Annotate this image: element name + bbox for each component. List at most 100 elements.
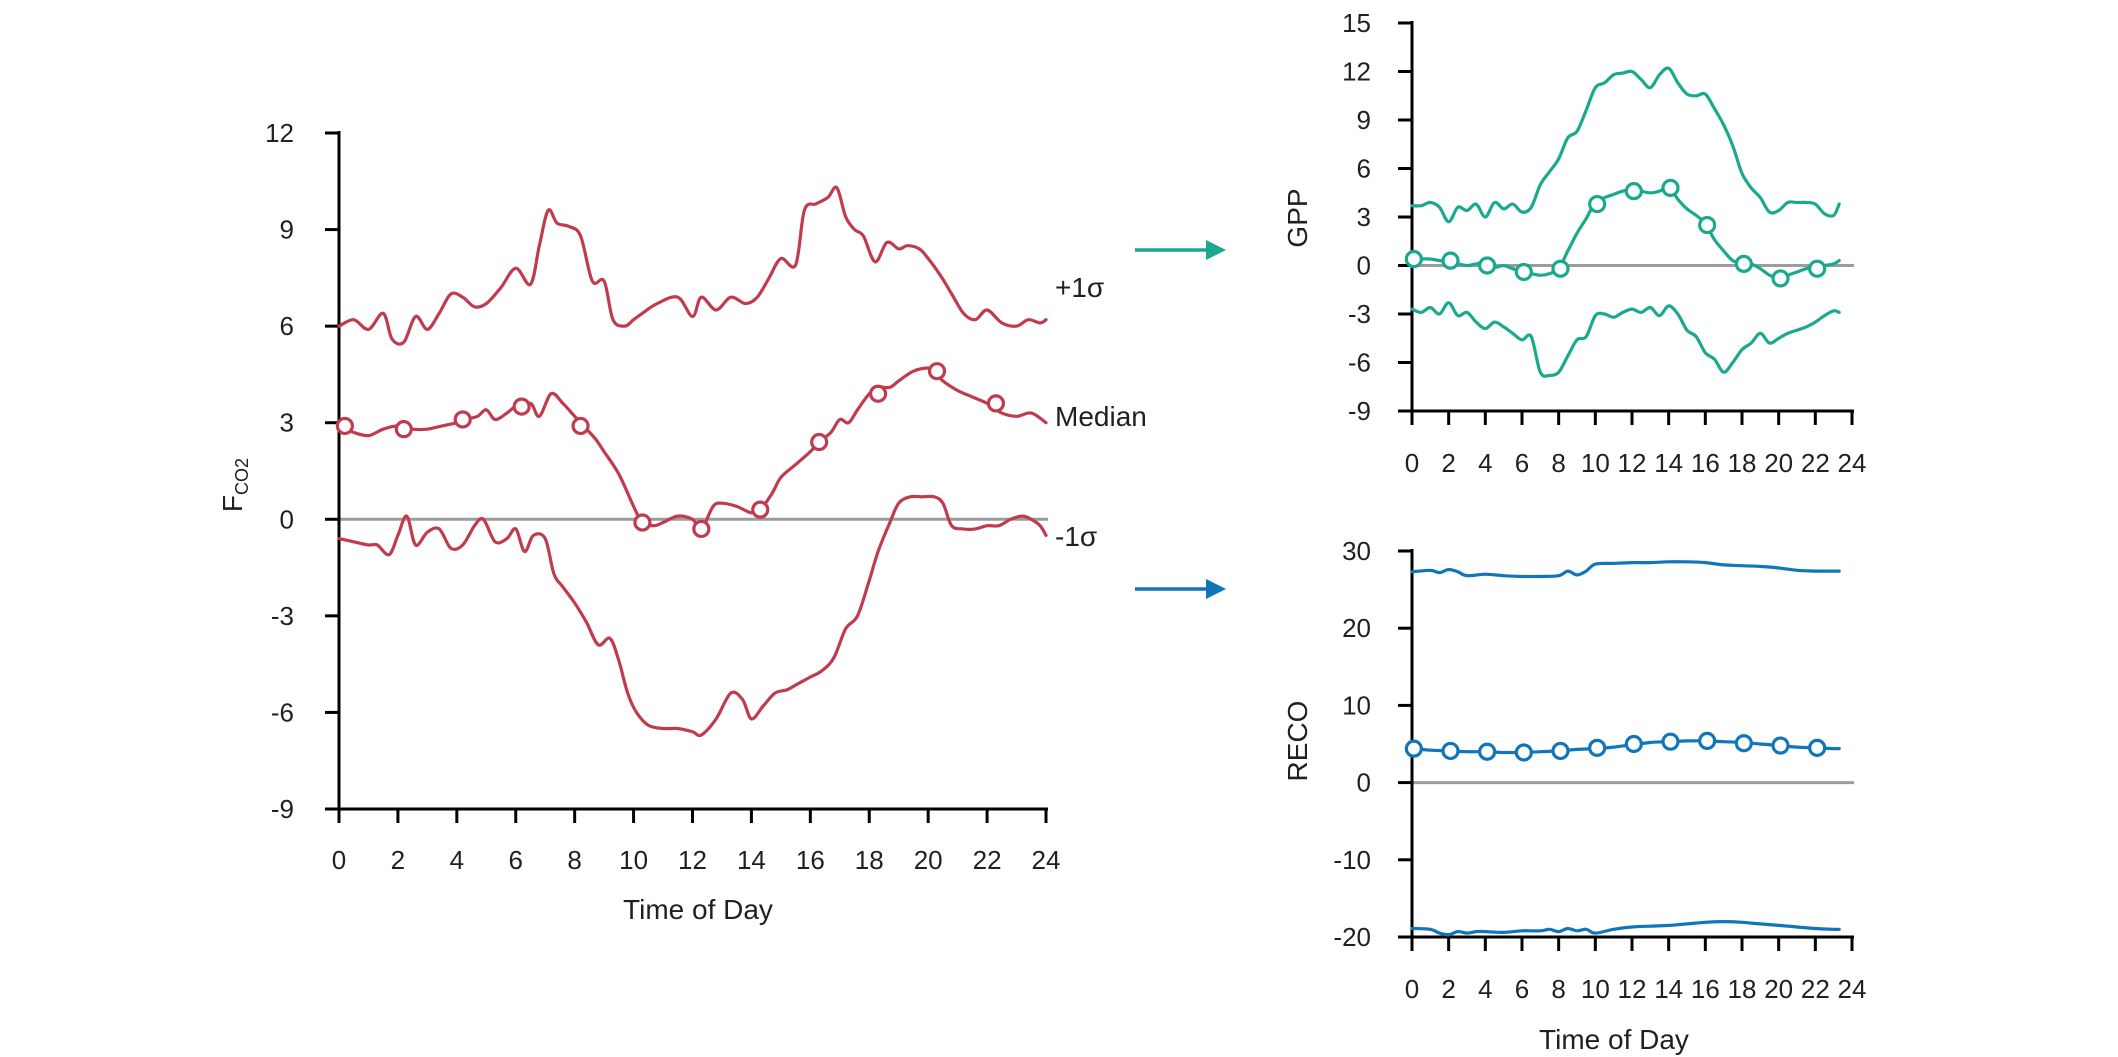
reco-xtick-label: 0 xyxy=(1405,974,1419,1004)
gpp-median-marker xyxy=(1624,182,1643,201)
reco-xtick-label: 4 xyxy=(1478,974,1492,1004)
gpp-xtick-label: 12 xyxy=(1618,448,1647,478)
gpp-xtick-label: 6 xyxy=(1515,448,1529,478)
reco-xlabel: Time of Day xyxy=(1539,1024,1689,1055)
fco2-xtick-label: 24 xyxy=(1032,845,1061,875)
fco2-xtick-label: 6 xyxy=(509,845,523,875)
reco-median-marker xyxy=(1404,739,1423,758)
gpp-median-marker xyxy=(1661,178,1680,197)
fco2-xtick-label: 22 xyxy=(973,845,1002,875)
fco2-median-marker xyxy=(335,416,354,436)
series-label-minus-sigma: -1σ xyxy=(1055,521,1097,552)
gpp-ytick-label: -3 xyxy=(1348,299,1371,329)
fco2-ylabel-main: F xyxy=(217,495,248,512)
fco2-ytick-label: 6 xyxy=(280,311,294,341)
fco2-median-marker xyxy=(986,394,1006,413)
fco2-xtick-label: 2 xyxy=(391,845,405,875)
gpp-ytick-label: -9 xyxy=(1348,396,1371,426)
reco-ytick-label: 10 xyxy=(1342,690,1371,720)
series-label-plus-sigma: +1σ xyxy=(1055,272,1104,303)
fco2-median-marker xyxy=(692,519,711,539)
reco-median-marker xyxy=(1514,743,1533,762)
reco-median-marker xyxy=(1478,742,1497,761)
reco-median-marker xyxy=(1734,734,1753,753)
reco-median-marker xyxy=(1771,736,1790,755)
fco2-ytick-label: -9 xyxy=(271,794,294,824)
reco-median-marker xyxy=(1808,738,1827,757)
fco2-xtick-label: 10 xyxy=(619,845,648,875)
gpp-median-marker xyxy=(1734,254,1753,273)
gpp-xtick-label: 20 xyxy=(1764,448,1793,478)
fco2-median-marker xyxy=(453,410,472,429)
reco-ytick-label: 30 xyxy=(1342,536,1371,566)
gpp-ytick-label: 15 xyxy=(1342,8,1371,38)
fco2-xtick-label: 14 xyxy=(737,845,766,875)
gpp-line-series-2 xyxy=(1410,301,1841,378)
fco2-median-marker xyxy=(512,397,531,416)
reco-xtick-label: 12 xyxy=(1618,974,1647,1004)
fco2-median-marker xyxy=(394,420,413,439)
gpp-median-marker xyxy=(1588,194,1607,214)
reco-line-series-2 xyxy=(1410,920,1841,937)
gpp-xtick-label: 0 xyxy=(1405,448,1419,478)
gpp-line-series-0 xyxy=(1410,66,1841,224)
reco-ytick-label: 20 xyxy=(1342,613,1371,643)
reco-median-marker xyxy=(1441,741,1460,761)
reco-xtick-label: 24 xyxy=(1838,974,1867,1004)
fco2-median-marker xyxy=(633,513,652,532)
fco2-ytick-label: 0 xyxy=(280,504,294,534)
fco2-xtick-label: 20 xyxy=(914,845,943,875)
fco2-line-minus-sigma xyxy=(337,494,1048,738)
reco-ylabel: RECO xyxy=(1282,701,1313,782)
gpp-ytick-label: 3 xyxy=(1357,202,1371,232)
gpp-xtick-label: 2 xyxy=(1441,448,1455,478)
reco-ytick-label: 0 xyxy=(1357,768,1371,798)
gpp-xtick-label: 22 xyxy=(1801,448,1830,478)
reco-line-series-0 xyxy=(1410,560,1841,579)
fco2-line-plus-sigma xyxy=(337,185,1048,346)
gpp-median-marker xyxy=(1771,269,1790,288)
reco-xtick-label: 2 xyxy=(1441,974,1455,1004)
fco2-ytick-label: -3 xyxy=(271,601,294,631)
fco2-xtick-label: 4 xyxy=(450,845,464,875)
gpp-xtick-label: 10 xyxy=(1581,448,1610,478)
fco2-ytick-label: 12 xyxy=(265,118,294,148)
fco2-ytick-label: 3 xyxy=(280,408,294,438)
gpp-ytick-label: 12 xyxy=(1342,57,1371,87)
reco-median-marker xyxy=(1661,732,1680,751)
gpp-ylabel: GPP xyxy=(1282,188,1313,247)
arrow-to-reco xyxy=(1135,579,1226,599)
arrow-to-gpp xyxy=(1135,240,1226,260)
gpp-xtick-label: 8 xyxy=(1551,448,1565,478)
gpp-ytick-label: -6 xyxy=(1348,348,1371,378)
fco2-median-marker xyxy=(571,416,590,436)
gpp-median-marker xyxy=(1698,215,1717,235)
reco-ytick-label: -20 xyxy=(1333,922,1371,952)
fco2-median-marker xyxy=(751,500,770,519)
reco-xtick-label: 20 xyxy=(1764,974,1793,1004)
gpp-xtick-label: 16 xyxy=(1691,448,1720,478)
reco-median-marker xyxy=(1551,741,1570,761)
gpp-median-marker xyxy=(1478,256,1497,275)
reco-xtick-label: 22 xyxy=(1801,974,1830,1004)
gpp-median-marker xyxy=(1514,262,1533,282)
gpp-xtick-label: 18 xyxy=(1728,448,1757,478)
fco2-xtick-label: 18 xyxy=(855,845,884,875)
fco2-xtick-label: 0 xyxy=(332,845,346,875)
fco2-median-marker xyxy=(810,432,829,452)
reco-xtick-label: 6 xyxy=(1515,974,1529,1004)
fco2-median-marker xyxy=(868,384,888,403)
reco-xtick-label: 16 xyxy=(1691,974,1720,1004)
fco2-xtick-label: 8 xyxy=(567,845,581,875)
gpp-xtick-label: 4 xyxy=(1478,448,1492,478)
fco2-line-median xyxy=(337,366,1048,531)
reco-ytick-label: -10 xyxy=(1333,845,1371,875)
reco-median-marker xyxy=(1624,734,1643,754)
fco2-ylabel: FCO2 xyxy=(217,458,252,512)
gpp-xtick-label: 24 xyxy=(1838,448,1867,478)
